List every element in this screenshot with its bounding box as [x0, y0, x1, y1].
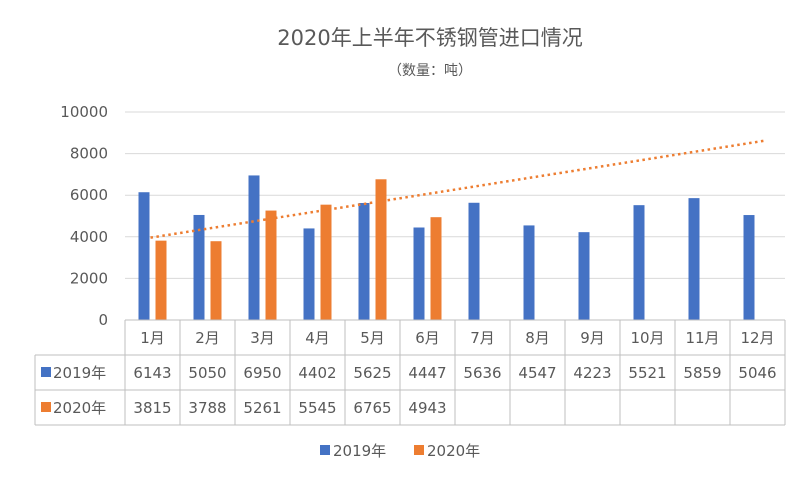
data-table: 1月 2月 3月 4月 5月 6月 7月 8月 9月 10月 11月 12月 2019年 6143 5050…	[34, 319, 786, 426]
data-label: 4547	[518, 364, 556, 382]
bar-2019年-1月	[138, 192, 150, 320]
data-label: 6143	[133, 364, 171, 382]
legend: 2019年 2020年	[320, 442, 480, 460]
data-label: 4447	[408, 364, 446, 382]
bar-2020年-1月	[155, 240, 167, 320]
x-tick-label: 4月	[305, 329, 330, 347]
table-legend-key	[41, 367, 51, 377]
data-label: 3788	[188, 399, 226, 417]
bar-2019年-4月	[303, 228, 315, 320]
data-label: 5521	[628, 364, 666, 382]
x-tick-label: 9月	[580, 329, 605, 347]
y-axis-ticks: 0 2000 4000 6000 8000 10000	[60, 103, 108, 329]
y-tick-label: 8000	[70, 145, 108, 163]
data-label: 4223	[573, 364, 611, 382]
x-tick-label: 8月	[525, 329, 550, 347]
legend-entry: 2019年	[333, 442, 386, 460]
x-tick-label: 1月	[140, 329, 165, 347]
x-tick-label: 3月	[250, 329, 275, 347]
gridlines	[125, 111, 785, 279]
bar-2019年-9月	[578, 232, 590, 320]
data-label: 3815	[133, 399, 171, 417]
x-tick-label: 10月	[630, 329, 664, 347]
bar-2019年-8月	[523, 225, 535, 320]
bar-2019年-2月	[193, 214, 205, 320]
bar-2020年-2月	[210, 241, 222, 320]
trendline	[150, 139, 766, 239]
y-tick-label: 6000	[70, 186, 108, 204]
bar-2020年-3月	[265, 210, 277, 320]
data-label: 6765	[353, 399, 391, 417]
data-label: 5625	[353, 364, 391, 382]
data-label: 5050	[188, 364, 226, 382]
y-tick-label: 10000	[60, 103, 108, 121]
data-label: 5859	[683, 364, 721, 382]
bar-2019年-5月	[358, 203, 370, 320]
chart-title: 2020年上半年不锈钢管进口情况	[277, 26, 582, 50]
bars	[138, 175, 755, 320]
table-legend-key	[41, 402, 51, 412]
y-tick-label: 0	[98, 311, 108, 329]
table-series-label: 2020年	[53, 399, 106, 417]
trendline-layer	[150, 139, 766, 239]
x-tick-label: 5月	[360, 329, 385, 347]
bar-2019年-6月	[413, 227, 425, 320]
bar-2019年-7月	[468, 202, 480, 320]
bar-2019年-3月	[248, 175, 260, 320]
data-label: 5545	[298, 399, 336, 417]
data-label: 5636	[463, 364, 501, 382]
chart-subtitle: （数量：吨）	[388, 63, 472, 79]
bar-2019年-11月	[688, 198, 700, 320]
x-tick-label: 7月	[470, 329, 495, 347]
table-series-label: 2019年	[53, 364, 106, 382]
x-tick-label: 11月	[685, 329, 719, 347]
bar-2020年-4月	[320, 204, 332, 320]
data-label: 6950	[243, 364, 281, 382]
legend-entry: 2020年	[427, 442, 480, 460]
data-label: 4402	[298, 364, 336, 382]
x-tick-label: 12月	[740, 329, 774, 347]
y-tick-label: 4000	[70, 228, 108, 246]
data-label: 5261	[243, 399, 281, 417]
legend-key	[320, 445, 330, 455]
data-label: 4943	[408, 399, 446, 417]
data-label: 5046	[738, 364, 776, 382]
legend-key	[414, 445, 424, 455]
bar-2020年-6月	[430, 217, 442, 320]
y-tick-label: 2000	[70, 269, 108, 287]
bar-2019年-12月	[743, 215, 755, 320]
bar-2019年-10月	[633, 205, 645, 320]
x-tick-label: 2月	[195, 329, 220, 347]
x-tick-label: 6月	[415, 329, 440, 347]
bar-2020年-5月	[375, 179, 387, 320]
